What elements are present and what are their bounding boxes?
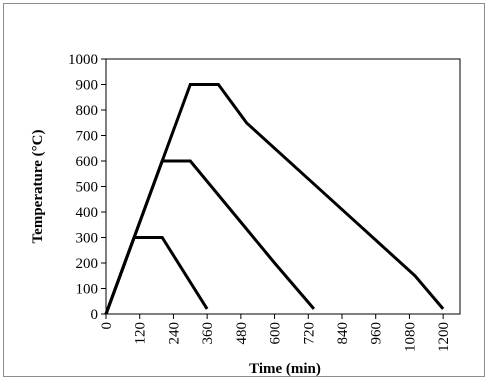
y-tick-label: 500 [76,180,99,196]
x-tick-label: 840 [335,322,351,345]
temperature-time-chart: 0 100 200 300 400 500 600 700 800 900 1000 0 120 240… [30,52,461,377]
y-tick-label: 900 [76,78,99,94]
x-tick-label: 1080 [402,322,418,352]
y-tick-label: 300 [76,231,99,247]
x-tick-label: 240 [166,322,182,345]
y-axis-title: Temperature (°C) [30,130,46,244]
x-axis-title: Time (min) [249,361,321,377]
x-tick-label: 0 [99,322,115,330]
chart-frame: 0 100 200 300 400 500 600 700 800 900 1000 0 120 240… [3,3,485,377]
x-tick-label: 720 [301,322,317,345]
x-tick-label: 960 [369,322,385,345]
plot-area [105,58,461,315]
series-group [104,83,445,315]
y-tick-labels: 0 100 200 300 400 500 600 700 800 900 1000 [68,52,106,323]
x-tick-label: 1200 [436,322,452,352]
x-tick-label: 360 [200,322,216,345]
x-tick-labels: 0 120 240 360 480 600 720 840 960 1080 1200 [99,314,452,352]
y-tick-label: 0 [91,307,99,323]
y-tick-label: 600 [76,154,99,170]
y-tick-label: 400 [76,205,99,221]
y-tick-label: 100 [76,282,99,298]
y-tick-label: 700 [76,129,99,145]
y-tick-label: 200 [76,256,99,272]
series-line-3 [104,83,445,315]
x-tick-label: 480 [234,322,250,345]
x-tick-label: 600 [268,322,284,345]
y-tick-label: 800 [76,103,99,119]
x-tick-label: 120 [133,322,149,345]
y-tick-label: 1000 [68,52,98,68]
plot-border [105,58,461,315]
